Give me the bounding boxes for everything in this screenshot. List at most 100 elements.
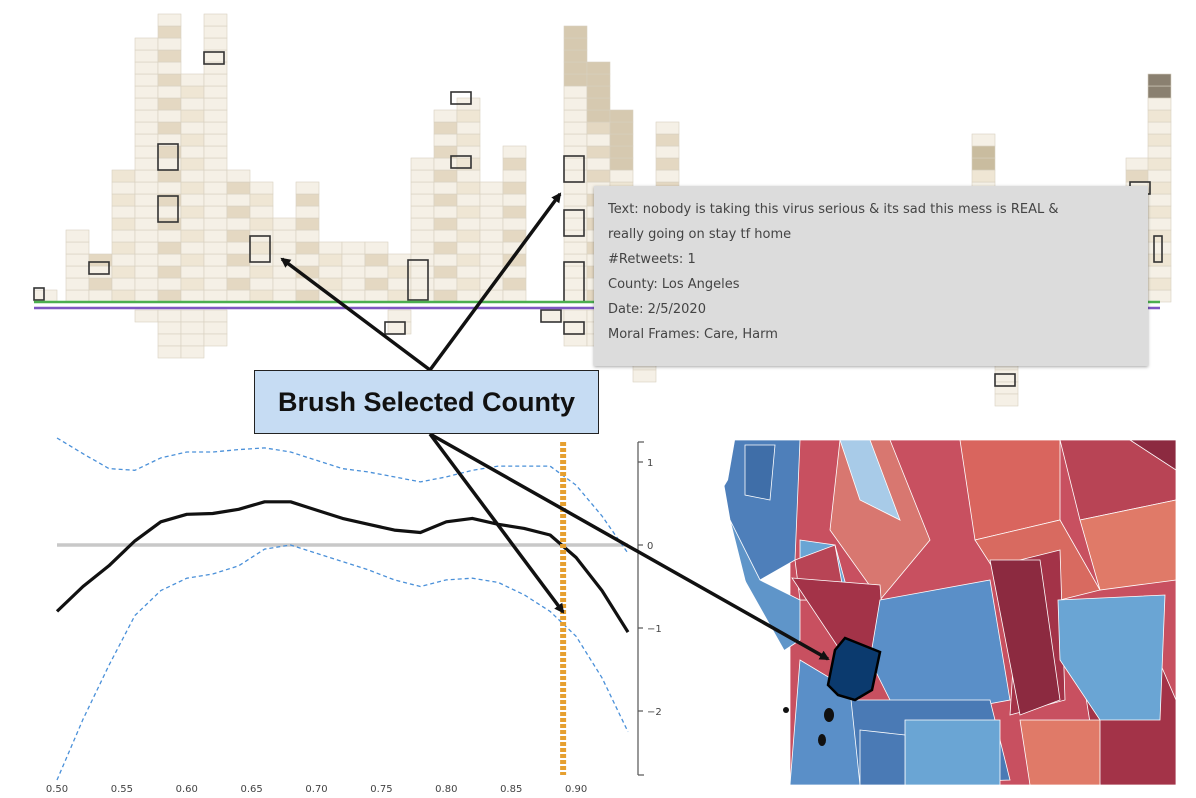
histogram-cell[interactable] (111, 169, 136, 183)
histogram-cell[interactable] (364, 277, 389, 291)
histogram-cell[interactable] (563, 121, 588, 135)
histogram-cell[interactable] (157, 121, 182, 135)
histogram-cell[interactable] (563, 49, 588, 63)
histogram-cell[interactable] (433, 181, 458, 195)
histogram-cell[interactable] (203, 265, 228, 279)
histogram-cell[interactable] (180, 333, 205, 347)
histogram-cell[interactable] (456, 253, 481, 267)
histogram-cell[interactable] (203, 145, 228, 159)
histogram-cell[interactable] (387, 309, 412, 323)
histogram-cell[interactable] (134, 217, 159, 231)
histogram-cell[interactable] (456, 229, 481, 243)
selected-county-cell[interactable] (563, 155, 585, 183)
histogram-cell[interactable] (410, 241, 435, 255)
histogram-cell[interactable] (157, 181, 182, 195)
histogram-cell[interactable] (433, 109, 458, 123)
histogram-cell[interactable] (1147, 73, 1172, 87)
histogram-cell[interactable] (1147, 181, 1172, 195)
selected-county-cell[interactable] (450, 155, 472, 169)
histogram-cell[interactable] (563, 61, 588, 75)
histogram-cell[interactable] (249, 277, 274, 291)
histogram-cell[interactable] (203, 253, 228, 267)
histogram-cell[interactable] (341, 277, 366, 291)
histogram-cell[interactable] (180, 345, 205, 359)
histogram-cell[interactable] (410, 217, 435, 231)
histogram-cell[interactable] (180, 321, 205, 335)
histogram-cell[interactable] (134, 309, 159, 323)
histogram-cell[interactable] (157, 73, 182, 87)
histogram-cell[interactable] (433, 133, 458, 147)
histogram-cell[interactable] (502, 205, 527, 219)
selected-county-cell[interactable] (157, 143, 179, 171)
histogram-cell[interactable] (341, 289, 366, 303)
map-county[interactable] (744, 444, 776, 501)
histogram-cell[interactable] (586, 133, 611, 147)
histogram-cell[interactable] (134, 49, 159, 63)
histogram-cell[interactable] (65, 265, 90, 279)
histogram-cell[interactable] (563, 109, 588, 123)
histogram-cell[interactable] (410, 181, 435, 195)
histogram-cell[interactable] (1147, 145, 1172, 159)
histogram-cell[interactable] (655, 157, 680, 171)
selected-county-cell[interactable] (563, 321, 585, 335)
histogram-cell[interactable] (134, 241, 159, 255)
histogram-cell[interactable] (456, 217, 481, 231)
histogram-cell[interactable] (65, 229, 90, 243)
histogram-cell[interactable] (180, 169, 205, 183)
histogram-cell[interactable] (456, 193, 481, 207)
histogram-cell[interactable] (295, 253, 320, 267)
histogram-cell[interactable] (586, 169, 611, 183)
histogram-cell[interactable] (180, 121, 205, 135)
histogram-cell[interactable] (134, 265, 159, 279)
histogram-cell[interactable] (655, 121, 680, 135)
map-county[interactable] (1057, 594, 1166, 721)
histogram-cell[interactable] (203, 181, 228, 195)
histogram-cell[interactable] (111, 241, 136, 255)
histogram-cell[interactable] (586, 121, 611, 135)
histogram-cell[interactable] (226, 277, 251, 291)
histogram-cell[interactable] (410, 265, 435, 279)
histogram-cell[interactable] (1147, 97, 1172, 111)
histogram-cell[interactable] (203, 241, 228, 255)
histogram-cell[interactable] (433, 205, 458, 219)
histogram-cell[interactable] (203, 121, 228, 135)
histogram-cell[interactable] (180, 85, 205, 99)
histogram-cell[interactable] (410, 157, 435, 171)
histogram-cell[interactable] (609, 121, 634, 135)
histogram-cell[interactable] (157, 37, 182, 51)
histogram-cell[interactable] (249, 205, 274, 219)
histogram-cell[interactable] (249, 217, 274, 231)
map-county[interactable] (1079, 499, 1177, 591)
histogram-cell[interactable] (134, 157, 159, 171)
histogram-cell[interactable] (180, 157, 205, 171)
histogram-cell[interactable] (272, 277, 297, 291)
histogram-cell[interactable] (203, 37, 228, 51)
histogram-cell[interactable] (88, 289, 113, 303)
histogram-cell[interactable] (433, 193, 458, 207)
map-county[interactable] (904, 719, 1001, 786)
histogram-cell[interactable] (203, 229, 228, 243)
histogram-cell[interactable] (157, 169, 182, 183)
histogram-cell[interactable] (341, 265, 366, 279)
histogram-cell[interactable] (180, 253, 205, 267)
histogram-cell[interactable] (1125, 169, 1150, 183)
histogram-cell[interactable] (180, 97, 205, 111)
histogram-cell[interactable] (433, 241, 458, 255)
histogram-cell[interactable] (433, 229, 458, 243)
histogram-cell[interactable] (111, 205, 136, 219)
histogram-cell[interactable] (272, 229, 297, 243)
histogram-cell[interactable] (1147, 253, 1172, 267)
histogram-cell[interactable] (563, 133, 588, 147)
histogram-cell[interactable] (563, 25, 588, 39)
histogram-cell[interactable] (563, 37, 588, 51)
histogram-cell[interactable] (410, 193, 435, 207)
histogram-cell[interactable] (157, 13, 182, 27)
histogram-cell[interactable] (295, 217, 320, 231)
histogram-cell[interactable] (249, 181, 274, 195)
histogram-cell[interactable] (655, 145, 680, 159)
histogram-cell[interactable] (157, 109, 182, 123)
histogram-cell[interactable] (203, 157, 228, 171)
histogram-cell[interactable] (203, 85, 228, 99)
histogram-cell[interactable] (111, 181, 136, 195)
histogram-cell[interactable] (134, 229, 159, 243)
